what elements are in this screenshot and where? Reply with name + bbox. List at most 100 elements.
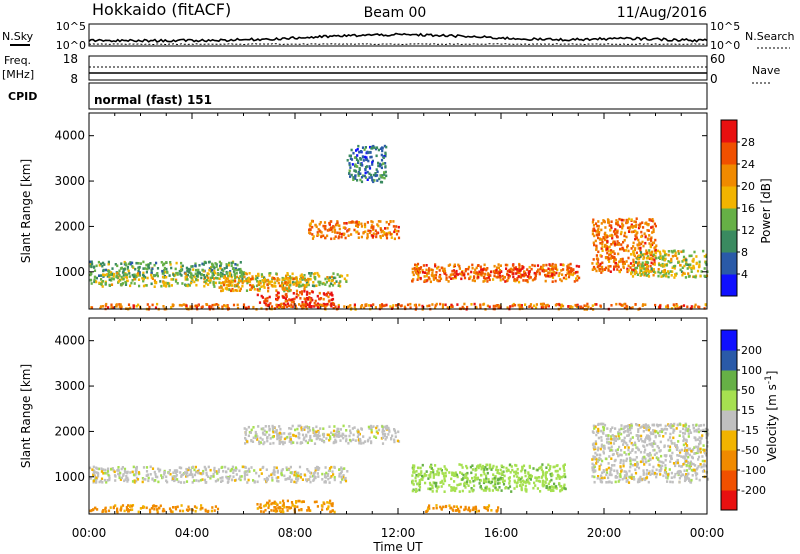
heatmap-cell [692,265,695,269]
heatmap-cell [247,478,250,482]
heatmap-cell [162,272,165,275]
heatmap-cell [544,306,548,309]
heatmap-cell [599,304,602,308]
heatmap-cell [309,471,312,474]
heatmap-cell [558,475,561,478]
heatmap-cell [330,293,334,297]
heatmap-cell [527,475,530,479]
heatmap-cell [360,180,364,184]
heatmap-cell [236,284,239,288]
heatmap-cell [307,280,310,284]
heatmap-cell [336,231,339,235]
heatmap-cell [275,430,278,434]
heatmap-cell [205,274,209,277]
heatmap-cell [613,240,616,244]
heatmap-cell [596,477,599,480]
heatmap-cell [333,435,336,438]
heatmap-cell [108,478,111,482]
heatmap-cell [340,470,343,473]
heatmap-cell [698,263,701,266]
heatmap-cell [654,255,657,258]
heatmap-cell [602,426,606,430]
heatmap-cell [678,434,681,437]
heatmap-cell [285,288,288,292]
heatmap-cell [455,274,458,277]
heatmap-cell [622,443,625,446]
heatmap-cell [278,304,281,307]
heatmap-cell [684,429,687,432]
heatmap-cell [381,149,384,153]
heatmap-cell [393,230,396,234]
heatmap-cell [545,477,548,480]
heatmap-cell [627,434,630,437]
heatmap-cell [383,231,386,234]
heatmap-cell [368,165,371,168]
heatmap-cell [148,508,152,512]
heatmap-cell [330,431,333,435]
heatmap-cell [324,283,327,286]
heatmap-cell [601,240,604,244]
heatmap-cell [332,441,335,445]
heatmap-cell [93,474,97,478]
heatmap-cell [184,272,187,275]
heatmap-cell [283,441,286,444]
heatmap-cell [448,471,451,474]
heatmap-cell [532,467,535,470]
heatmap-cell [597,458,600,462]
heatmap-cell [651,456,654,460]
heatmap-cell [345,429,348,432]
heatmap-cell [542,473,545,477]
heatmap-cell [244,436,247,440]
heatmap-cell [650,261,653,265]
heatmap-cell [271,424,274,428]
heatmap-cell [232,289,235,293]
heatmap-cell [464,268,468,271]
heatmap-cell [609,228,612,232]
heatmap-cell [355,220,358,224]
heatmap-cell [157,467,160,471]
heatmap-cell [600,439,603,442]
heatmap-cell [213,509,216,512]
heatmap-cell [306,468,309,471]
heatmap-cell [528,276,531,280]
heatmap-cell [100,278,103,281]
heatmap-cell [599,241,602,245]
heatmap-cell [163,471,166,474]
heatmap-cell [323,440,326,444]
heatmap-cell [304,439,307,443]
heatmap-cell [266,296,269,300]
heatmap-cell [225,283,228,287]
heatmap-cell [342,424,345,428]
heatmap-cell [653,453,656,456]
heatmap-cell [350,221,353,224]
heatmap-cell [629,262,633,265]
heatmap-cell [425,474,428,477]
heatmap-cell [651,225,654,229]
heatmap-cell [90,272,93,275]
heatmap-cell [171,475,175,479]
heatmap-cell [483,468,486,471]
heatmap-cell [331,504,334,508]
heatmap-cell [283,277,287,281]
heatmap-cell [625,425,628,428]
heatmap-cell [234,267,238,270]
heatmap-cell [259,503,262,506]
heatmap-cell [517,478,520,481]
heatmap-cell [240,272,243,275]
heatmap-cell [219,476,222,480]
heatmap-cell [667,275,670,279]
heatmap-cell [349,157,352,160]
heatmap-cell [194,304,197,308]
heatmap-cell [683,457,686,460]
heatmap-cell [120,507,123,510]
heatmap-cell [289,289,292,292]
heatmap-cell [570,270,573,274]
heatmap-cell [601,249,604,252]
heatmap-cell [600,445,603,448]
heatmap-cell [92,508,95,511]
heatmap-cell [535,306,538,309]
heatmap-cell [256,480,259,484]
heatmap-cell [146,473,149,477]
heatmap-cell [667,253,670,257]
heatmap-cell [625,457,628,461]
